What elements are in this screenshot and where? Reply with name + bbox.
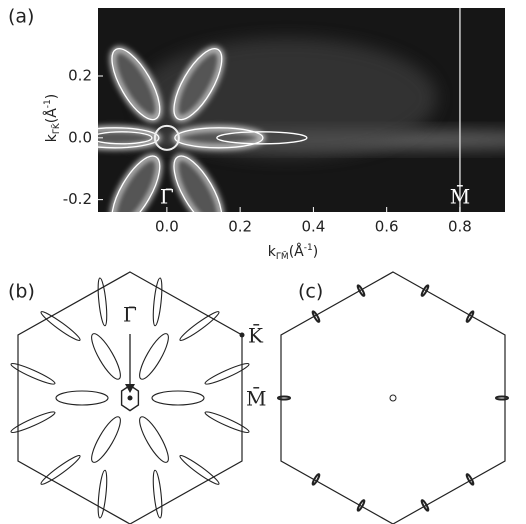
panel-label: (c) xyxy=(298,281,323,303)
panel-c: (c) xyxy=(278,272,508,524)
inner-pocket xyxy=(56,391,108,405)
x-axis-label: kΓ̄M̄(Å-1) xyxy=(268,243,318,262)
figure: (a) kΓ̄M̄(Å-1) kΓ̄K̄(Å-1) Γ̄ M̄ 0.0 0.2 0.4 0… xyxy=(0,0,526,524)
panel-b: (b) Γ̄ K̄ M̄ xyxy=(8,272,266,524)
x-tick-label: 0.2 xyxy=(228,218,252,236)
panel-label: (b) xyxy=(8,281,35,303)
inner-pocket xyxy=(135,414,173,466)
petal xyxy=(175,128,263,148)
outer-pocket xyxy=(204,409,251,435)
inner-pocket xyxy=(87,414,125,466)
outer-pocket xyxy=(10,361,57,387)
k-point xyxy=(240,333,245,338)
y-tick-label: -0.2 xyxy=(63,190,92,208)
outer-pocket xyxy=(204,361,251,387)
x-tick-label: 0.8 xyxy=(448,218,472,236)
edge-pocket xyxy=(278,397,290,400)
y-tick-label: 0.0 xyxy=(68,128,92,146)
edge-pocket xyxy=(496,397,508,400)
inner-pocket xyxy=(152,391,204,405)
outer-pocket xyxy=(10,409,57,435)
outer-pocket xyxy=(39,453,82,487)
outer-pocket xyxy=(178,309,221,343)
panel-label: (a) xyxy=(8,6,34,28)
inner-pocket xyxy=(87,330,125,382)
brillouin-zone xyxy=(281,272,505,524)
fermi-pockets xyxy=(278,285,508,512)
gamma-point xyxy=(128,396,133,401)
y-tick-label: 0.2 xyxy=(68,67,92,85)
inner-pocket xyxy=(135,330,173,382)
gamma-label: Γ̄ xyxy=(123,303,137,327)
annotation-label: Γ̄ xyxy=(160,185,174,209)
outer-pocket xyxy=(178,453,221,487)
y-axis-label: kΓ̄K̄(Å-1) xyxy=(43,94,62,143)
panel-a: (a) kΓ̄M̄(Å-1) kΓ̄K̄(Å-1) Γ̄ M̄ 0.0 0.2 0.4 0… xyxy=(8,6,526,262)
k-label: K̄ xyxy=(248,323,264,348)
x-tick-label: 0.0 xyxy=(155,218,179,236)
center-pocket xyxy=(390,395,396,401)
m-label: M̄ xyxy=(246,386,266,411)
annotation-label: M̄ xyxy=(450,184,470,209)
outer-pocket xyxy=(39,309,82,343)
x-tick-label: 0.6 xyxy=(375,218,399,236)
x-tick-label: 0.4 xyxy=(301,218,325,236)
